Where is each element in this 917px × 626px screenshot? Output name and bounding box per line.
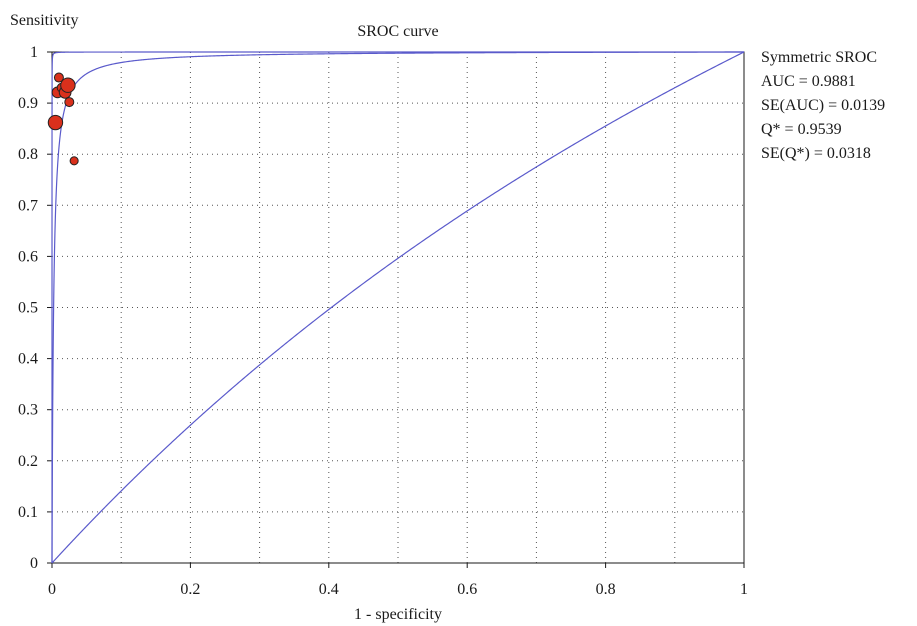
y-tick-label-2: 0.2 bbox=[18, 453, 38, 470]
y-tick-label-8: 0.8 bbox=[18, 146, 38, 163]
sroc-ci-lower bbox=[51, 51, 745, 564]
x-tick-label-3: 0.6 bbox=[457, 581, 477, 598]
stats-line-3: SE(Q*) = 0.0318 bbox=[761, 145, 871, 162]
x-axis-title: 1 - specificity bbox=[354, 606, 442, 623]
x-tick-label-5: 1 bbox=[740, 581, 748, 598]
y-axis-title: Sensitivity bbox=[10, 12, 78, 29]
y-tick-label-6: 0.6 bbox=[18, 248, 38, 265]
y-tick-label-0: 0 bbox=[30, 555, 38, 572]
chart-title: SROC curve bbox=[357, 23, 438, 40]
grid-lines bbox=[52, 52, 744, 563]
stats-line-2: Q* = 0.9539 bbox=[761, 121, 842, 138]
stats-heading: Symmetric SROC bbox=[761, 49, 877, 66]
study-point-5 bbox=[60, 77, 76, 93]
y-tick-label-9: 0.9 bbox=[18, 95, 38, 112]
x-tick-label-0: 0 bbox=[48, 581, 56, 598]
study-point-2 bbox=[53, 72, 64, 83]
study-point-7 bbox=[69, 156, 79, 166]
stats-line-0: AUC = 0.9881 bbox=[761, 73, 856, 90]
x-axis: 0 0.2 0.4 0.6 0.8 1 bbox=[48, 563, 748, 598]
x-tick-label-1: 0.2 bbox=[180, 581, 200, 598]
sroc-statistics: Symmetric SROC AUC = 0.9881 SE(AUC) = 0.0… bbox=[761, 49, 885, 162]
study-point-0 bbox=[47, 114, 64, 131]
y-tick-label-1: 0.1 bbox=[18, 504, 38, 521]
y-axis: 0 0.1 0.2 0.3 0.4 0.5 0.6 0.7 0.8 0.9 1 bbox=[18, 44, 52, 572]
y-tick-label-7: 0.7 bbox=[18, 197, 38, 214]
y-tick-label-4: 0.4 bbox=[18, 351, 38, 368]
sroc-ci-upper bbox=[51, 51, 744, 563]
stats-line-1: SE(AUC) = 0.0139 bbox=[761, 97, 885, 114]
x-tick-label-2: 0.4 bbox=[319, 581, 339, 598]
y-tick-label-5: 0.5 bbox=[18, 300, 38, 317]
study-points bbox=[47, 72, 79, 166]
study-point-6 bbox=[64, 97, 75, 108]
x-tick-label-4: 0.8 bbox=[596, 581, 616, 598]
y-tick-label-10: 1 bbox=[30, 44, 38, 61]
y-tick-label-3: 0.3 bbox=[18, 402, 38, 419]
